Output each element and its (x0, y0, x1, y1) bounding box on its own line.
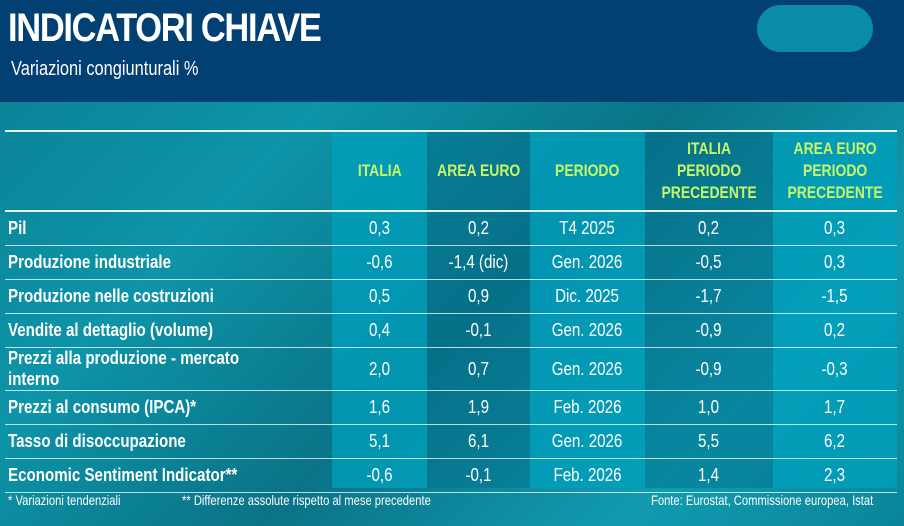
table-cell: -0,3 (773, 347, 897, 391)
table-cell: 5,5 (645, 424, 773, 459)
row-label: Pil (5, 211, 332, 246)
column-header: ITALIA (357, 161, 402, 180)
table-row: Pil 0,3 0,2 T4 2025 0,2 0,3 (5, 211, 897, 246)
table-cell: 0,4 (332, 313, 427, 348)
table-cell: Gen. 2026 (530, 313, 645, 348)
header-banner: INDICATORI CHIAVE Variazioni congiuntura… (0, 0, 904, 102)
table-cell: -0,6 (332, 458, 427, 493)
column-header: AREA EURO PERIODO PRECEDENTE (787, 139, 883, 202)
row-label: Tasso di disoccupazione (5, 424, 332, 459)
table-cell: 2,0 (332, 347, 427, 391)
table-cell: Feb. 2026 (530, 390, 645, 425)
table-cell: 1,9 (427, 390, 530, 425)
row-label: Vendite al dettaglio (volume) (5, 313, 332, 348)
table-row: Vendite al dettaglio (volume) 0,4 -0,1 Gen.… (5, 313, 897, 348)
table-cell: 6,1 (427, 424, 530, 459)
table-cell: -0,1 (427, 313, 530, 348)
footnote-1: * Variazioni tendenziali (8, 492, 121, 508)
table-cell: 0,9 (427, 279, 530, 314)
table-cell: 1,6 (332, 390, 427, 425)
table-cell: 0,2 (773, 313, 897, 348)
page-subtitle: Variazioni congiunturali % (11, 58, 199, 80)
table-cell: 6,2 (773, 424, 897, 459)
table-cell: -1,5 (773, 279, 897, 314)
source-note: Fonte: Eurostat, Commissione europea, Is… (651, 492, 874, 508)
table-cell: 1,0 (645, 390, 773, 425)
column-header: PERIODO (555, 161, 620, 180)
table-cell: Feb. 2026 (530, 458, 645, 493)
table-cell: -1,4 (dic) (427, 245, 530, 280)
table-cell: -1,7 (645, 279, 773, 314)
indicators-table: ITALIA AREA EURO PERIODO ITALIA PERIODO PRECE… (5, 130, 897, 493)
table-cell: -0,5 (645, 245, 773, 280)
table-cell: 0,3 (773, 211, 897, 246)
table-cell: 0,2 (427, 211, 530, 246)
table-row: Prezzi alla produzione - mercato interno… (5, 347, 897, 391)
table-cell: 0,3 (332, 211, 427, 246)
table-cell: -0,1 (427, 458, 530, 493)
table-cell: Dic. 2025 (530, 279, 645, 314)
table-row: Economic Sentiment Indicator** -0,6 -0,1 Fe… (5, 458, 897, 493)
table-cell: 0,3 (773, 245, 897, 280)
row-label: Produzione nelle costruzioni (5, 279, 332, 314)
table-cell: 0,2 (645, 211, 773, 246)
table-cell: 0,7 (427, 347, 530, 391)
decorative-pill (757, 5, 873, 52)
table-cell: 0,5 (332, 279, 427, 314)
table-cell: 5,1 (332, 424, 427, 459)
table-cell: Gen. 2026 (530, 424, 645, 459)
footnote-2: ** Differenze assolute rispetto al mese … (182, 492, 431, 508)
table-cell: -0,9 (645, 313, 773, 348)
row-label: Produzione industriale (5, 245, 332, 280)
row-label: Prezzi alla produzione - mercato interno (5, 347, 332, 391)
table-row: Produzione nelle costruzioni 0,5 0,9 Dic. 2… (5, 279, 897, 314)
table-cell: Gen. 2026 (530, 347, 645, 391)
table-row: Produzione industriale -0,6 -1,4 (dic) Gen.… (5, 245, 897, 280)
table-row: Tasso di disoccupazione 5,1 6,1 Gen. 2026 5,… (5, 424, 897, 459)
column-header: ITALIA PERIODO PRECEDENTE (661, 139, 757, 202)
table-cell: 1,4 (645, 458, 773, 493)
table-cell: Gen. 2026 (530, 245, 645, 280)
table-cell: 2,3 (773, 458, 897, 493)
column-header: AREA EURO (436, 161, 521, 180)
table-cell: T4 2025 (530, 211, 645, 246)
table-cell: -0,9 (645, 347, 773, 391)
table-cell: -0,6 (332, 245, 427, 280)
table-row: Prezzi al consumo (IPCA)* 1,6 1,9 Feb. 2026… (5, 390, 897, 425)
table-cell: 1,7 (773, 390, 897, 425)
page-title: INDICATORI CHIAVE (8, 6, 322, 50)
row-label: Prezzi al consumo (IPCA)* (5, 390, 332, 425)
row-label: Economic Sentiment Indicator** (5, 458, 332, 493)
column-header (5, 131, 332, 211)
